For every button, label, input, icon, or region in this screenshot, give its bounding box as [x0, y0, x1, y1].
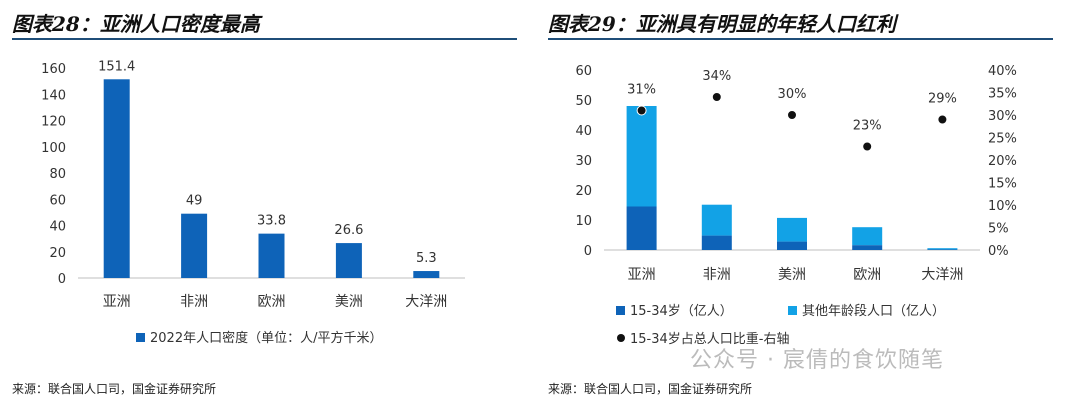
legend-label: 15-34岁（亿人）	[630, 304, 733, 319]
y-tick-label: 160	[41, 62, 66, 77]
x-tick-label: 美洲	[778, 267, 806, 283]
y-tick-label: 60	[575, 64, 592, 79]
y-tick-label: 30	[575, 154, 592, 169]
age-15-34-bar	[701, 235, 732, 250]
x-tick-label: 非洲	[180, 294, 208, 310]
y2-tick-label: 0%	[988, 244, 1009, 259]
x-tick-label: 亚洲	[628, 267, 656, 283]
other-age-bar	[927, 248, 958, 250]
legend-label: 其他年龄段人口（亿人）	[802, 304, 945, 319]
y2-tick-label: 15%	[988, 177, 1017, 192]
bar-data-label: 151.4	[98, 59, 135, 74]
bar-data-label: 49	[186, 194, 203, 209]
x-tick-label: 美洲	[335, 294, 363, 310]
other-age-bar	[852, 227, 883, 246]
y2-tick-label: 5%	[988, 222, 1009, 237]
share-dot	[862, 141, 873, 152]
age-15-34-bar	[927, 249, 958, 250]
x-tick-label: 欧洲	[258, 294, 286, 310]
bar-data-label: 26.6	[334, 223, 363, 238]
share-dot	[937, 114, 948, 125]
legend-swatch	[616, 306, 625, 315]
y-tick-label: 20	[575, 184, 592, 199]
bar-data-label: 5.3	[416, 251, 437, 266]
share-data-label: 23%	[853, 119, 882, 134]
x-tick-label: 非洲	[703, 267, 731, 283]
density-bar	[413, 271, 440, 278]
legend-label: 2022年人口密度（单位：人/平方千米）	[150, 330, 382, 346]
y-tick-label: 20	[49, 246, 66, 261]
age-15-34-bar	[852, 245, 883, 250]
y-tick-label: 0	[584, 244, 592, 259]
density-bar	[181, 213, 208, 278]
left-chart-title: 图表28：亚洲人口密度最高	[12, 12, 260, 36]
legend-label: 15-34岁占总人口比重-右轴	[630, 331, 789, 347]
watermark-text: 公众号 · 宸倩的食饮随笔	[690, 348, 944, 373]
y-tick-label: 40	[49, 220, 66, 235]
density-bar	[103, 79, 130, 278]
y-tick-label: 50	[575, 94, 592, 109]
density-bar	[258, 233, 285, 278]
legend-dot	[617, 334, 625, 342]
age-15-34-bar	[777, 241, 807, 250]
left-title-rule	[12, 38, 517, 40]
age-15-34-bar	[626, 206, 657, 250]
right-chart-title: 图表29：亚洲具有明显的年轻人口红利	[548, 12, 896, 36]
share-data-label: 29%	[928, 92, 957, 107]
y-tick-label: 80	[49, 167, 66, 182]
other-age-bar	[626, 106, 657, 207]
y-tick-label: 10	[575, 214, 592, 229]
y-tick-label: 140	[41, 88, 66, 103]
other-age-bar	[701, 204, 732, 236]
share-dot	[636, 105, 647, 116]
y-tick-label: 0	[58, 272, 66, 287]
share-data-label: 30%	[778, 87, 807, 102]
y2-tick-label: 30%	[988, 109, 1017, 124]
share-dot	[787, 110, 797, 120]
bar-data-label: 33.8	[257, 214, 286, 229]
y2-tick-label: 35%	[988, 87, 1017, 102]
legend-swatch	[788, 306, 797, 315]
x-tick-label: 大洋洲	[405, 294, 447, 310]
other-age-bar	[777, 217, 807, 242]
share-dot	[711, 92, 722, 102]
right-source-note: 来源：联合国人口司，国金证券研究所	[548, 382, 753, 396]
x-tick-label: 亚洲	[103, 294, 131, 310]
y-tick-label: 40	[575, 124, 592, 139]
y-tick-label: 60	[49, 193, 66, 208]
y2-tick-label: 40%	[988, 64, 1017, 79]
density-bar	[335, 243, 362, 278]
right-title-rule	[548, 38, 1053, 40]
legend-swatch	[136, 333, 145, 342]
x-tick-label: 大洋洲	[921, 267, 963, 283]
x-tick-label: 欧洲	[853, 267, 881, 283]
y-tick-label: 100	[41, 141, 66, 156]
share-data-label: 31%	[627, 83, 656, 98]
left-source-note: 来源：联合国人口司，国金证券研究所	[12, 382, 217, 396]
y2-tick-label: 25%	[988, 132, 1017, 147]
y2-tick-label: 20%	[988, 154, 1017, 169]
y-tick-label: 120	[41, 115, 66, 130]
y2-tick-label: 10%	[988, 199, 1017, 214]
share-data-label: 34%	[702, 69, 731, 84]
